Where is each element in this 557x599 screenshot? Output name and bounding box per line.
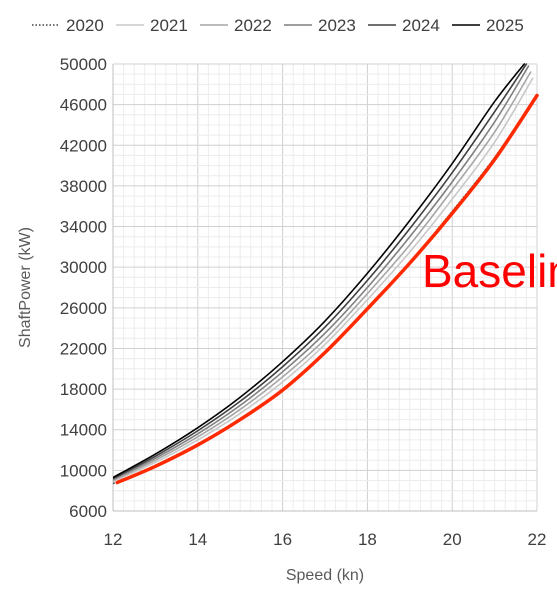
annotation-layer: Baselin [422,245,557,297]
y-tick-label: 34000 [60,218,107,237]
series-line-2023 [113,65,530,481]
legend-label-2025: 2025 [486,16,524,35]
x-tick-label: 12 [104,530,123,549]
series-line-6 [115,93,539,485]
annotation-baseline: Baselin [422,245,557,297]
x-tick-label: 18 [358,530,377,549]
y-tick-label: 26000 [60,299,107,318]
legend: 2020 2021 2022 2023 2024 2025 [32,16,524,35]
x-tick-label: 16 [273,530,292,549]
series-line-2025 [113,63,526,479]
x-tick-label: 20 [443,530,462,549]
y-tick-label: 14000 [60,421,107,440]
legend-label-2022: 2022 [234,16,272,35]
legend-label-2023: 2023 [318,16,356,35]
y-tick-label: 30000 [60,258,107,277]
x-tick-label: 14 [188,530,207,549]
y-tick-label: 6000 [69,502,107,521]
y-tick-label: 46000 [60,96,107,115]
y-axis-label: ShaftPower (kW) [17,227,34,348]
series-line-2022 [113,71,532,482]
series-line-2024 [113,63,528,480]
grid [112,63,538,512]
x-tick-label: 22 [528,530,547,549]
y-tick-label: 50000 [60,55,107,74]
y-tick-label: 10000 [60,461,107,480]
series-line-2021 [113,77,534,483]
y-tick-label: 18000 [60,380,107,399]
legend-label-2021: 2021 [150,16,188,35]
axes: 6000 10000 14000 18000 22000 26000 30000 34000 3… [60,55,547,549]
legend-label-2024: 2024 [402,16,440,35]
series-layer [113,63,539,485]
y-tick-label: 22000 [60,339,107,358]
y-tick-label: 42000 [60,136,107,155]
x-axis-label: Speed (kn) [286,567,364,584]
legend-label-2020: 2020 [66,16,104,35]
y-tick-label: 38000 [60,177,107,196]
